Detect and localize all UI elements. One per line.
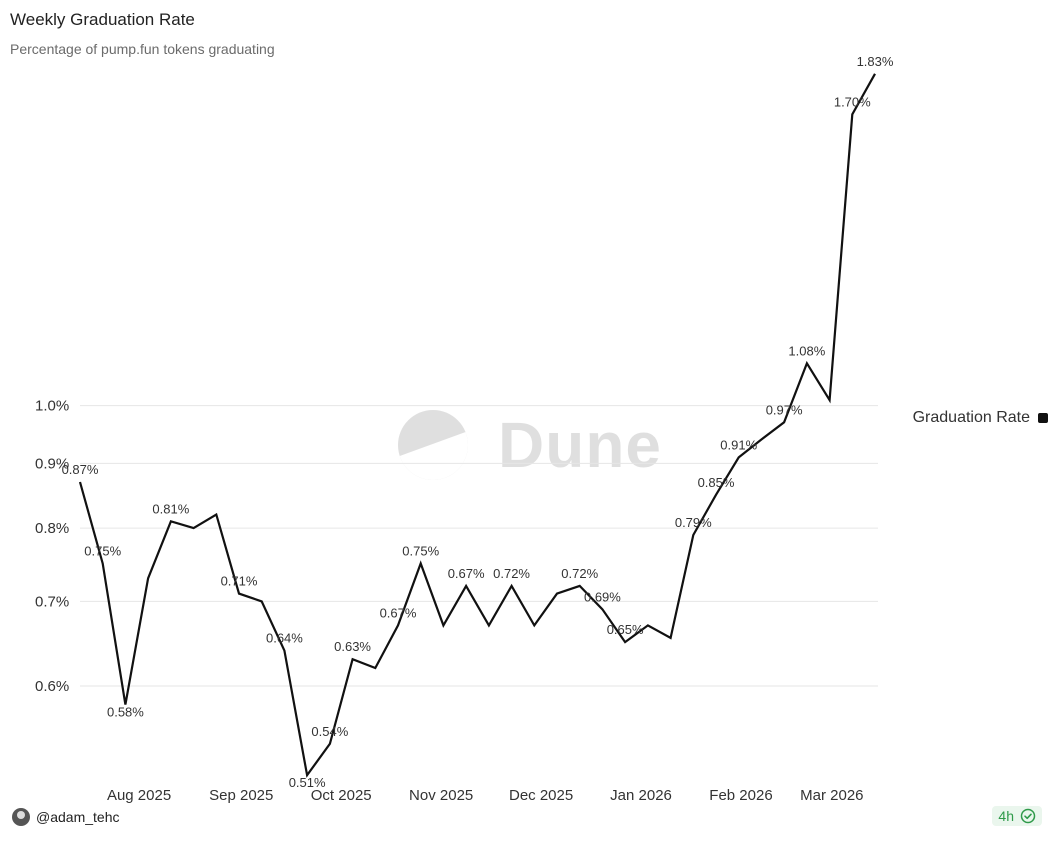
x-tick-label: Sep 2025 xyxy=(209,787,273,804)
data-label: 1.08% xyxy=(788,343,825,358)
y-tick-label: 1.0% xyxy=(35,398,69,415)
chart-title: Weekly Graduation Rate xyxy=(10,10,195,29)
author-handle: @adam_tehc xyxy=(36,809,120,825)
data-label: 0.72% xyxy=(561,566,598,581)
age-badge: 4h xyxy=(992,806,1042,826)
data-label: 0.72% xyxy=(493,566,530,581)
data-label: 0.81% xyxy=(152,501,189,516)
y-tick-label: 0.8% xyxy=(35,520,69,537)
x-tick-label: Oct 2025 xyxy=(311,787,372,804)
data-label: 0.67% xyxy=(380,605,417,620)
y-tick-label: 0.9% xyxy=(35,455,69,472)
x-tick-label: Feb 2026 xyxy=(709,787,772,804)
data-label: 0.67% xyxy=(448,566,485,581)
data-label: 0.71% xyxy=(221,574,258,589)
data-label: 1.70% xyxy=(834,94,871,109)
data-label: 1.83% xyxy=(857,54,894,69)
check-circle-icon xyxy=(1020,808,1036,824)
age-text: 4h xyxy=(998,808,1014,824)
data-label: 0.87% xyxy=(62,462,99,477)
data-label: 0.69% xyxy=(584,589,621,604)
data-label: 0.58% xyxy=(107,705,144,720)
data-label: 0.54% xyxy=(311,724,348,739)
legend[interactable]: Graduation Rate xyxy=(913,409,1048,427)
legend-swatch xyxy=(1038,413,1048,423)
data-label: 0.75% xyxy=(84,544,121,559)
series-line xyxy=(78,73,876,778)
x-tick-label: Aug 2025 xyxy=(107,787,171,804)
author[interactable]: @adam_tehc xyxy=(12,808,119,826)
data-label: 0.51% xyxy=(289,775,326,790)
data-label: 0.63% xyxy=(334,639,371,654)
data-label: 0.91% xyxy=(720,437,757,452)
data-label: 0.64% xyxy=(266,631,303,646)
data-label: 0.79% xyxy=(675,515,712,530)
avatar xyxy=(12,808,30,826)
y-tick-label: 0.6% xyxy=(35,678,69,695)
data-label: 0.85% xyxy=(698,475,735,490)
chart-subtitle: Percentage of pump.fun tokens graduating xyxy=(10,41,275,57)
x-tick-label: Jan 2026 xyxy=(610,787,672,804)
data-label: 0.97% xyxy=(766,402,803,417)
data-label: 0.75% xyxy=(402,544,439,559)
x-tick-label: Dec 2025 xyxy=(509,787,573,804)
x-tick-label: Nov 2025 xyxy=(409,787,473,804)
y-tick-label: 0.7% xyxy=(35,593,69,610)
legend-label: Graduation Rate xyxy=(912,409,1030,426)
data-label: 0.65% xyxy=(607,622,644,637)
x-tick-label: Mar 2026 xyxy=(800,787,863,804)
